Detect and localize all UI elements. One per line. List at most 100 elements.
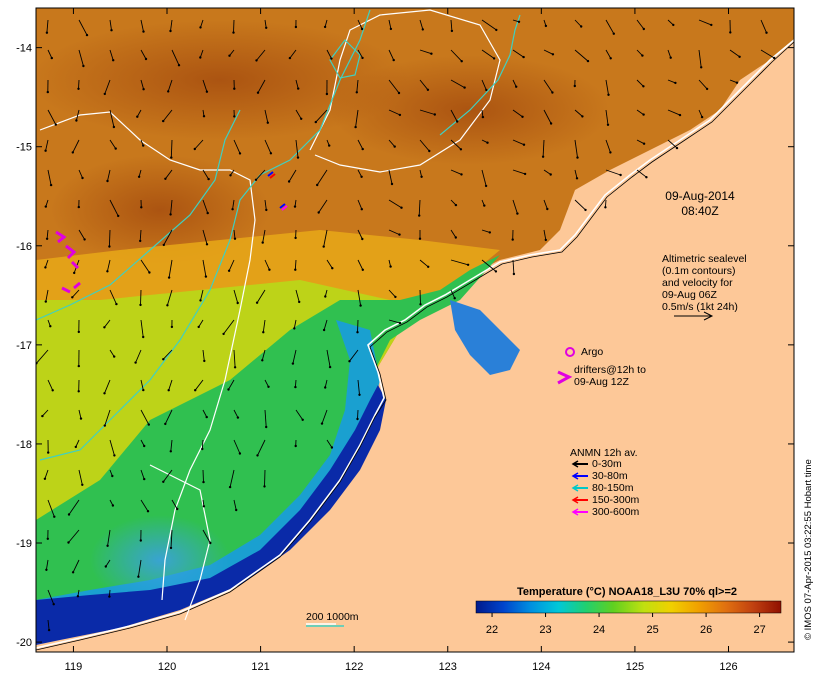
velocity-arrow-head [584,208,587,212]
velocity-arrow-head [641,54,644,57]
velocity-arrow [698,49,702,68]
contour-1000m [39,9,371,461]
velocity-arrow-head [265,208,268,212]
colorbar-tick-label: 24 [593,624,605,636]
velocity-arrow [481,169,487,187]
velocity-arrow-head [139,303,142,307]
velocity-arrow [78,229,85,240]
velocity-arrow [201,439,204,450]
velocity-arrow [137,559,142,577]
velocity-arrow-head [140,206,143,209]
velocity-arrow [233,439,241,454]
velocity-arrow [140,49,147,60]
velocity-arrow-head [67,513,71,516]
velocity-arrow-head [397,91,401,95]
colorbar-tick-label: 25 [646,624,658,636]
velocity-arrow [543,49,554,55]
velocity-arrow-head [137,575,140,578]
velocity-arrow [257,79,266,93]
depth-legend: 200 1000m [306,611,359,627]
altimetry-legend: Altimetric sealevel (0.1m contours) and … [662,253,747,321]
velocity-arrow-head [773,56,776,60]
velocity-arrow [109,139,117,149]
velocity-arrow [357,19,363,30]
velocity-arrow [202,169,209,180]
colorbar-title: Temperature (°C) NOAA18_L3U 70% ql>=2 [517,586,737,598]
velocity-arrow-head [53,515,56,518]
velocity-arrow [109,199,119,217]
x-tick-label: 122 [345,661,363,673]
velocity-arrow-head [103,92,107,96]
coastline-inner [36,41,794,651]
velocity-arrow-head [494,270,498,273]
velocity-arrow [357,139,364,150]
velocity-arrow-head [642,142,646,145]
velocity-arrow [450,19,453,31]
velocity-arrow-head [74,445,78,449]
velocity-arrow-head [517,20,521,23]
velocity-arrow-head [233,366,237,369]
argo-label: Argo [581,346,603,358]
velocity-arrow-head [71,151,75,154]
velocity-arrow [68,499,80,515]
velocity-arrow [71,289,80,298]
velocity-arrow-head [111,504,115,507]
velocity-arrow [388,139,396,147]
velocity-arrow-head [236,416,240,419]
velocity-arrow-head [419,303,422,306]
velocity-arrow-head [167,90,170,93]
velocity-arrow [257,439,266,456]
velocity-arrow [72,559,80,573]
velocity-arrow [264,139,272,154]
velocity-arrow-head [674,81,677,85]
velocity-arrow-head [113,454,116,457]
velocity-arrow-head [54,123,57,126]
velocity-arrow [605,109,609,125]
velocity-arrow-head [360,27,364,31]
velocity-arrow-head [233,237,237,240]
velocity-arrow-head [642,113,645,116]
y-tick-label: -16 [16,241,32,253]
velocity-arrow-head [104,565,108,568]
velocity-arrow [170,529,173,548]
velocity-arrow [106,259,111,272]
velocity-arrow-head [142,388,145,392]
velocity-arrow-head [330,57,333,60]
velocity-arrow [356,79,359,93]
velocity-arrow [264,379,269,388]
altimetry-line-4: 09-Aug 06Z [662,289,717,301]
velocity-arrow-head [300,117,303,121]
velocity-arrow [315,109,328,123]
x-tick-label: 120 [158,661,176,673]
velocity-arrow [326,259,333,269]
velocity-arrow-head [456,120,459,123]
x-tick-label: 125 [626,661,644,673]
velocity-arrow-head [146,510,150,513]
velocity-arrow [109,49,114,61]
velocity-arrow [228,259,235,271]
velocity-arrow [228,379,235,390]
velocity-arrow [289,49,297,59]
velocity-arrow-head [229,174,232,177]
velocity-arrow-head [106,270,109,273]
velocity-arrow-head [85,33,89,37]
velocity-arrow-head [197,325,200,329]
velocity-arrow-head [485,88,488,92]
velocity-arrow [388,19,392,29]
velocity-arrow [256,49,266,61]
velocity-arrow [140,379,144,391]
velocity-arrow [229,469,235,488]
velocity-arrow-head [79,417,83,420]
x-tick-label: 119 [65,661,83,673]
velocity-arrow [78,19,88,36]
velocity-arrow-head [430,52,433,55]
velocity-arrow-head [453,297,456,300]
velocity-arrow [316,169,328,186]
velocity-arrow [636,169,647,178]
velocity-arrow-head [81,176,84,180]
velocity-arrow [636,139,645,145]
velocity-arrow [760,49,775,59]
velocity-arrow-head [205,90,209,93]
velocity-arrow-head [287,180,291,183]
velocity-arrow-head [194,389,197,392]
